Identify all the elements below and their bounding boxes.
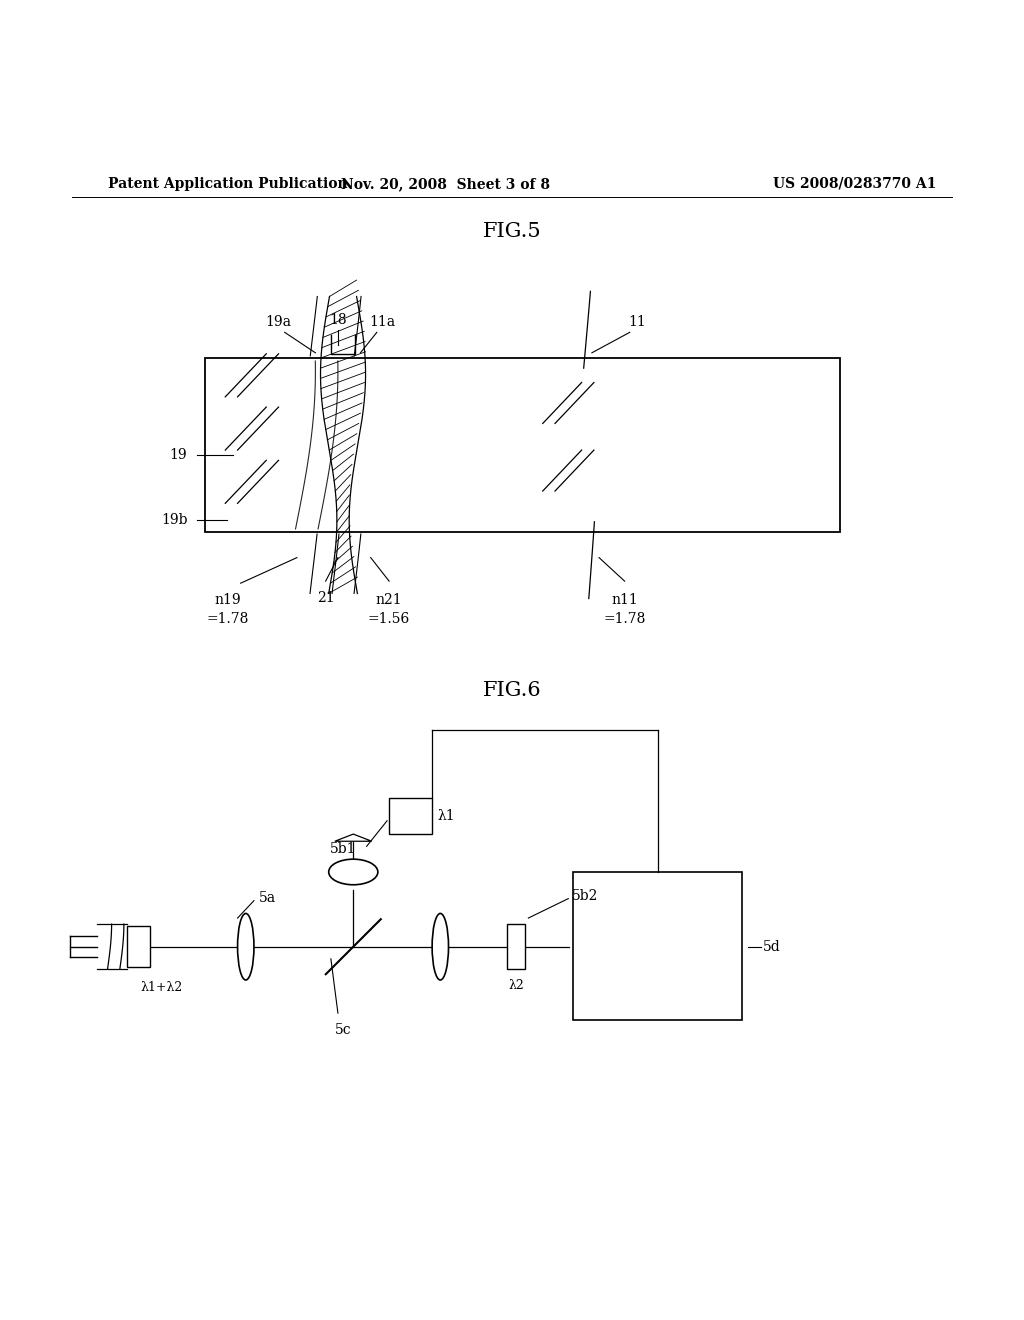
Text: λ2: λ2 bbox=[508, 979, 524, 993]
Text: n21: n21 bbox=[376, 594, 402, 607]
Text: 11a: 11a bbox=[369, 315, 395, 329]
Ellipse shape bbox=[238, 913, 254, 979]
Text: =1.56: =1.56 bbox=[368, 612, 411, 626]
Text: Nov. 20, 2008  Sheet 3 of 8: Nov. 20, 2008 Sheet 3 of 8 bbox=[341, 177, 550, 191]
Text: 5d: 5d bbox=[763, 940, 780, 954]
Text: 21: 21 bbox=[316, 591, 335, 606]
Bar bbox=[205, 358, 840, 532]
Text: λ1: λ1 bbox=[437, 809, 455, 824]
Text: n11: n11 bbox=[611, 594, 638, 607]
Bar bbox=[573, 873, 742, 1020]
Text: FIG.6: FIG.6 bbox=[482, 681, 542, 700]
Ellipse shape bbox=[329, 859, 378, 884]
Text: 19b: 19b bbox=[161, 512, 187, 527]
Text: =1.78: =1.78 bbox=[206, 612, 249, 626]
Ellipse shape bbox=[432, 913, 449, 979]
Text: 5a: 5a bbox=[259, 891, 276, 904]
Bar bbox=[127, 927, 150, 968]
Text: 5b2: 5b2 bbox=[571, 888, 598, 903]
Text: 5c: 5c bbox=[335, 1023, 351, 1038]
Text: =1.78: =1.78 bbox=[603, 612, 646, 626]
Polygon shape bbox=[335, 834, 372, 841]
Text: 19a: 19a bbox=[265, 315, 292, 329]
Text: 18: 18 bbox=[329, 313, 347, 327]
Text: US 2008/0283770 A1: US 2008/0283770 A1 bbox=[773, 177, 937, 191]
Text: n19: n19 bbox=[214, 594, 241, 607]
Text: FIG.5: FIG.5 bbox=[482, 223, 542, 242]
Bar bbox=[507, 924, 525, 969]
Text: Patent Application Publication: Patent Application Publication bbox=[108, 177, 347, 191]
Bar bbox=[389, 799, 432, 834]
Text: 11: 11 bbox=[628, 315, 646, 329]
Text: 5b1: 5b1 bbox=[330, 842, 356, 857]
Text: λ1+λ2: λ1+λ2 bbox=[140, 981, 183, 994]
Text: 19: 19 bbox=[170, 449, 187, 462]
